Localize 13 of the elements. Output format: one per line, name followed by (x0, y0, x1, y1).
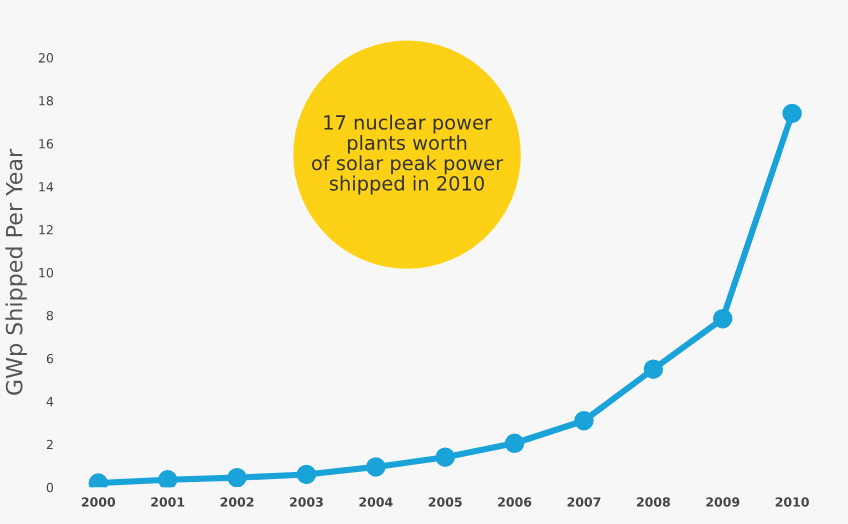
point (157, 470, 178, 488)
point (88, 473, 109, 488)
point (366, 457, 386, 477)
point (296, 464, 317, 485)
point (713, 308, 733, 329)
annotation: 17 nuclear power plants worth of solar peak power shipped in 2010 (312, 114, 504, 195)
point (504, 433, 525, 453)
point (643, 359, 664, 379)
point (574, 411, 594, 431)
y-axis-title: GWp Shipped Per Year (5, 148, 27, 395)
point (782, 103, 802, 124)
point (227, 467, 247, 488)
point (435, 447, 455, 467)
